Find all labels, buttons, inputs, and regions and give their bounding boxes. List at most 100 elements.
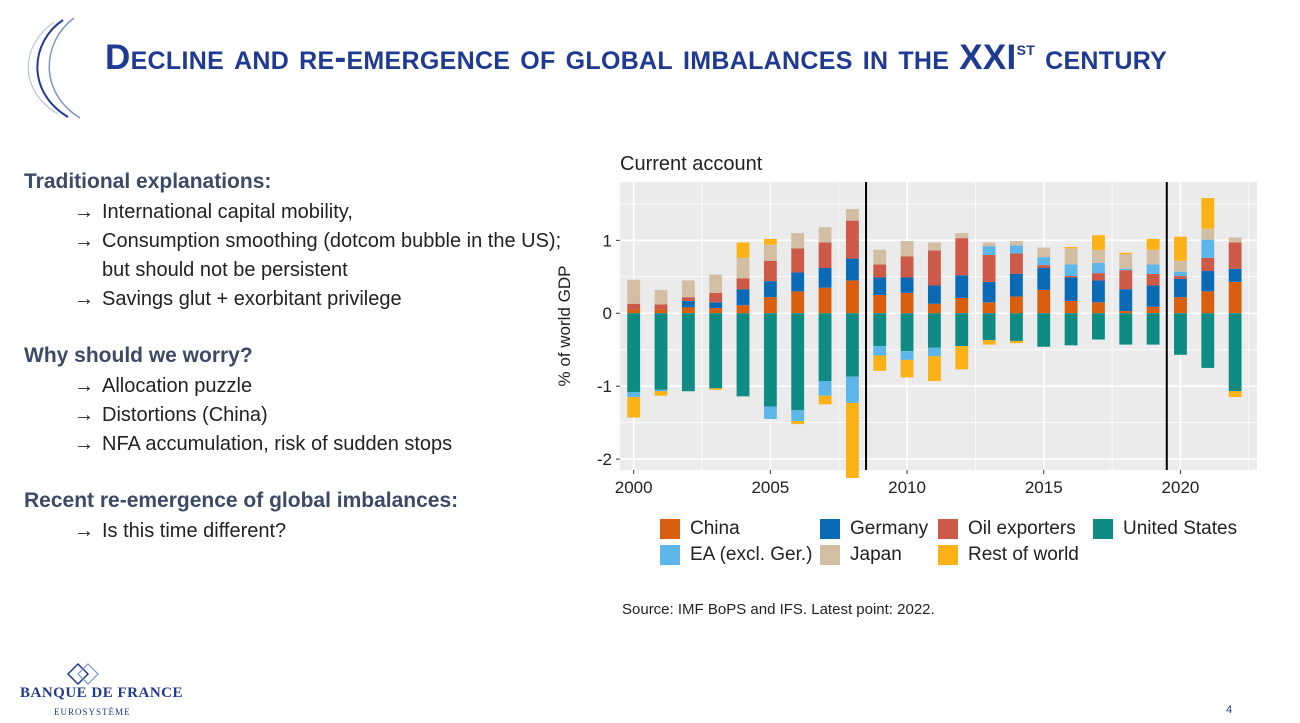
bar-segment xyxy=(927,347,941,357)
y-tick-label: 0 xyxy=(603,304,612,323)
banque-de-france-logo-icon xyxy=(66,662,99,686)
bar-segment xyxy=(1009,313,1023,341)
bar-segment xyxy=(791,410,805,422)
bar-segment xyxy=(873,277,887,296)
current-account-chart: -2 -1 0 1 2000 2005 2010 2015 2020 Current accoun… xyxy=(555,153,1257,497)
bar-segment xyxy=(818,268,832,288)
bar-segment xyxy=(873,295,887,314)
bar-segment xyxy=(818,287,832,314)
bar-segment xyxy=(927,356,941,382)
bar-segment xyxy=(681,280,695,298)
bar-segment xyxy=(736,257,750,279)
bar-segment xyxy=(1064,264,1078,277)
bar-segment xyxy=(1201,257,1215,271)
bar-segment xyxy=(654,289,668,305)
bar-segment xyxy=(627,313,641,392)
bar-segment xyxy=(681,297,695,301)
bar-segment xyxy=(1228,242,1242,269)
y-tick-label: -1 xyxy=(597,377,612,396)
legend-swatch xyxy=(820,519,840,539)
bar-segment xyxy=(1146,264,1160,274)
legend-swatch xyxy=(660,519,680,539)
bar-segment xyxy=(1174,313,1187,355)
y-tick-label: 1 xyxy=(603,231,612,250)
bar-segment xyxy=(736,242,750,258)
bar-segment xyxy=(1146,249,1160,265)
bar-segment xyxy=(955,238,969,276)
bar-segment xyxy=(763,260,777,282)
bar-segment xyxy=(845,258,859,281)
chart-legend: China Germany Oil exporters United States EA… xyxy=(660,518,1237,566)
list-item: → Distortions (China) xyxy=(74,401,564,430)
bar-segment xyxy=(763,244,777,261)
bar-segment xyxy=(1037,289,1051,314)
bar-segment xyxy=(1146,285,1160,307)
section-title: Why should we worry? xyxy=(24,344,253,367)
bar-segment xyxy=(818,242,832,269)
bar-segment xyxy=(873,355,887,371)
bar-segment xyxy=(845,220,859,259)
bar-segment xyxy=(1201,228,1215,240)
bar-segment xyxy=(1201,239,1215,258)
bar-segment xyxy=(1037,257,1051,266)
slide-title: Decline and re-emergence of global imbal… xyxy=(105,38,1168,77)
legend-item: EA (excl. Ger.) xyxy=(660,544,820,566)
bar-segment xyxy=(763,406,777,419)
bar-segment xyxy=(982,340,996,345)
bar-segment xyxy=(1064,248,1078,265)
bar-segment xyxy=(709,388,723,390)
decorative-arcs xyxy=(27,17,81,119)
bar-segment xyxy=(818,395,832,405)
bar-segment xyxy=(982,281,996,303)
bar-segment xyxy=(927,250,941,286)
legend-label: China xyxy=(690,518,740,539)
bar-segment xyxy=(1146,313,1160,345)
bar-segment xyxy=(654,389,668,392)
bar-segment xyxy=(1119,270,1133,290)
bar-segment xyxy=(791,313,805,411)
section-title: Recent re-emergence of global imbalances… xyxy=(24,489,459,512)
bar-segment xyxy=(1037,313,1051,347)
bar-segment xyxy=(1009,340,1023,344)
bar-segment xyxy=(900,277,914,293)
bar-segment xyxy=(654,309,668,314)
x-tick-label: 2020 xyxy=(1162,478,1200,497)
bar-segment xyxy=(900,351,914,360)
bar-segment xyxy=(736,305,750,314)
bar-segment xyxy=(1201,313,1215,368)
legend-swatch xyxy=(660,545,680,565)
x-tick-label: 2005 xyxy=(751,478,789,497)
bar-segment xyxy=(681,313,695,392)
bar-segment xyxy=(873,264,887,278)
bar-segment xyxy=(654,313,668,390)
bar-segment xyxy=(1009,273,1023,297)
legend-swatch xyxy=(820,545,840,565)
bar-segment xyxy=(791,248,805,273)
arrow-icon: → xyxy=(74,288,94,310)
bar-segment xyxy=(736,278,750,290)
bar-segment xyxy=(1119,311,1133,314)
bar-segment xyxy=(1009,241,1023,246)
bar-segment xyxy=(1174,276,1187,279)
arrow-icon: → xyxy=(74,404,94,426)
bar-segment xyxy=(1009,245,1023,254)
bar-segment xyxy=(1092,302,1105,314)
list-item: → Savings glut + exorbitant privilege xyxy=(74,285,564,314)
bar-segment xyxy=(709,274,723,293)
bar-segment xyxy=(982,302,996,314)
bar-segment xyxy=(627,309,641,314)
bar-segment xyxy=(681,300,695,308)
legend-swatch xyxy=(938,519,958,539)
legend-label: Oil exporters xyxy=(968,518,1076,539)
bar-segment xyxy=(1228,281,1242,314)
y-tick-label: -2 xyxy=(597,450,612,469)
bar-segment xyxy=(627,397,641,418)
bar-segment xyxy=(1092,280,1105,303)
bar-segment xyxy=(845,313,859,377)
bar-segment xyxy=(1228,391,1242,398)
legend-label: United States xyxy=(1123,518,1238,539)
logo-subtitle: EUROSYSTÈME xyxy=(54,707,131,717)
bar-segment xyxy=(791,272,805,292)
bar-segment xyxy=(1064,313,1078,346)
bar-segment xyxy=(654,304,668,310)
